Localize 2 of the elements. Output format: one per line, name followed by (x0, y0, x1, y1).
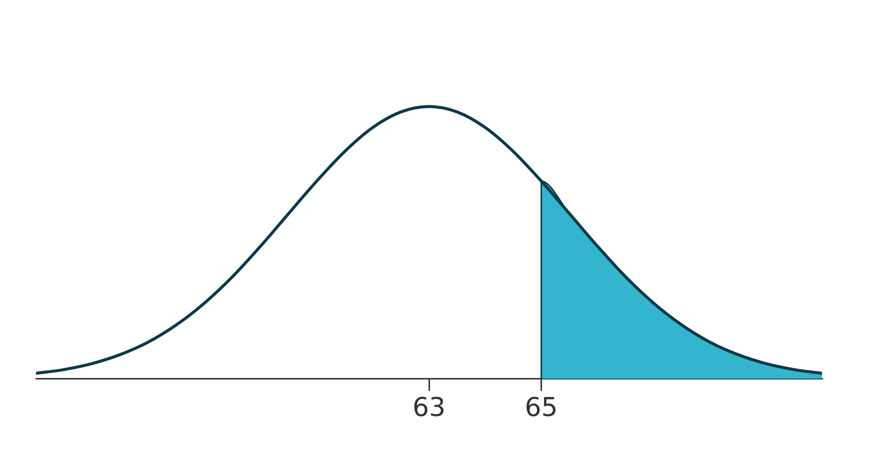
x-tick-label: 63 (412, 393, 446, 424)
x-tick-label: 65 (524, 393, 558, 424)
